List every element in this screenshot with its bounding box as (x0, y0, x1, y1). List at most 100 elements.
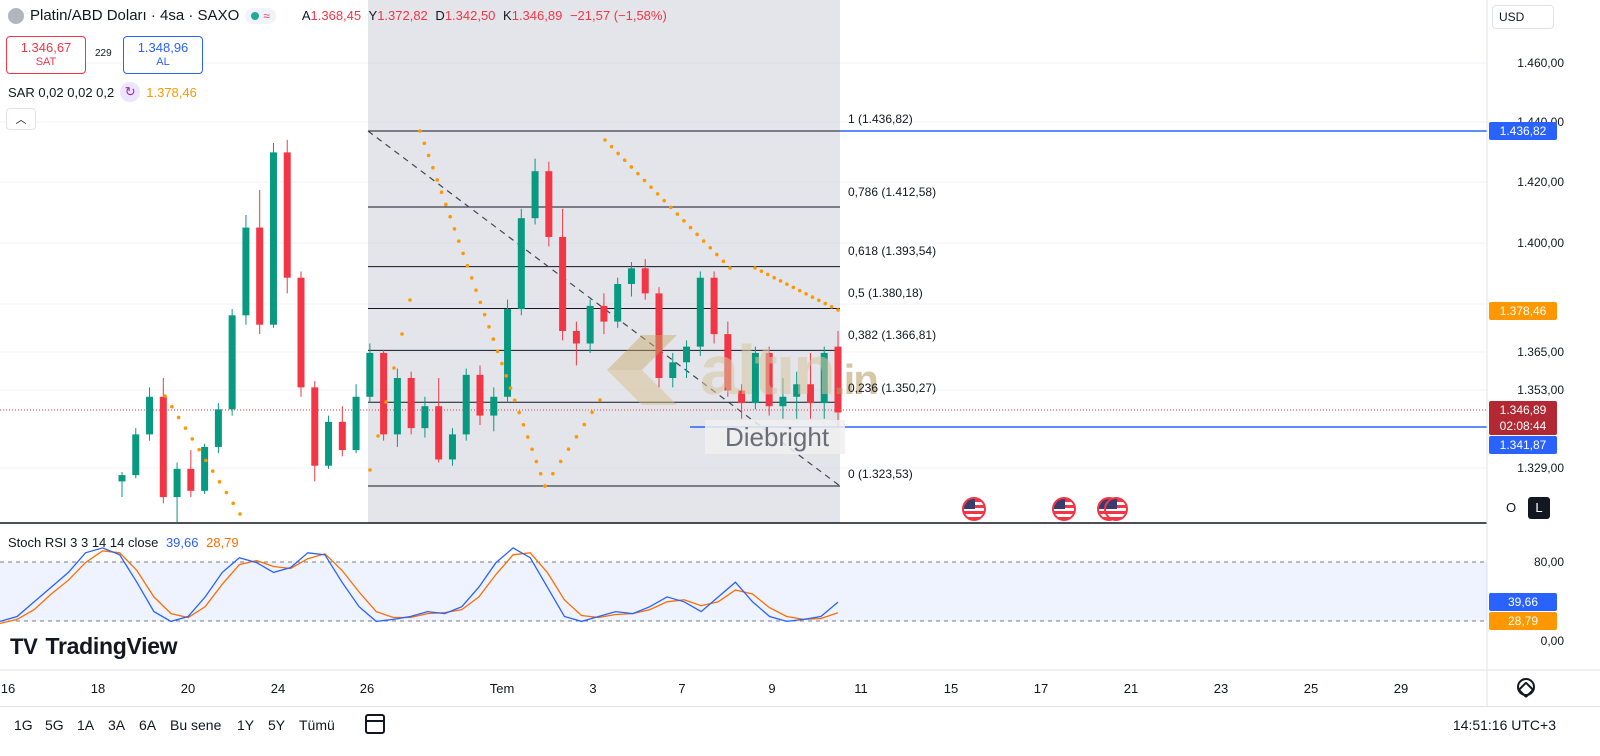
sar-dot (817, 298, 821, 303)
sar-dot (210, 469, 215, 473)
market-status-pill[interactable]: ≈ (245, 7, 276, 24)
candle-body (517, 218, 525, 310)
us-event-flag-icon[interactable] (962, 497, 986, 521)
sar-dot (224, 490, 229, 495)
sar-dot (495, 349, 500, 354)
sar-dot (675, 212, 680, 216)
log-scale-toggle[interactable]: O (1505, 500, 1517, 515)
us-event-flag-icon[interactable] (1104, 497, 1128, 521)
fib-level-label: 0 (1.323,53) (848, 467, 913, 481)
candle-body (407, 377, 415, 429)
fib-level-label: 0,236 (1.350,27) (848, 381, 937, 395)
candle-body (696, 277, 704, 347)
price-axis-label: 1.400,00 (1517, 236, 1564, 250)
sar-dot (823, 301, 828, 306)
sar-dot (439, 190, 444, 195)
sar-dot (231, 501, 235, 506)
candle-body (669, 362, 677, 378)
us-event-flag-icon[interactable] (1052, 497, 1076, 521)
sar-dot (217, 480, 222, 484)
symbol-header[interactable]: Platin/ABD Doları · 4sa · SAXO ≈ A1.368,… (8, 7, 671, 24)
sar-dot (551, 471, 555, 476)
sar-dot (668, 205, 673, 210)
candle-body (600, 305, 608, 322)
time-axis-label: 7 (678, 681, 686, 696)
sar-dot (500, 361, 504, 366)
stoch-rsi-label: Stoch RSI 3 3 14 14 close (8, 535, 159, 550)
candle-body (380, 352, 388, 435)
sar-dot (538, 471, 543, 476)
chevron-up-icon: ︿ (15, 114, 27, 126)
sar-label: SAR 0,02 0,02 0,2 (8, 84, 115, 100)
sar-dot (426, 153, 431, 158)
range-button-5y[interactable]: 5Y (268, 717, 286, 733)
candle-body (490, 396, 498, 416)
sar-dot (376, 434, 380, 438)
market-open-dot-icon (251, 11, 260, 20)
time-axis-label: 23 (1213, 681, 1229, 696)
range-button-1a[interactable]: 1A (77, 717, 95, 733)
sar-dot (525, 435, 530, 439)
range-button-ytd[interactable]: Bu sene (170, 717, 222, 733)
last-price-tag: 1.346,89 02:08:44 (1489, 401, 1557, 435)
candle-body (572, 330, 580, 344)
sar-dot (765, 272, 770, 277)
sar-dot (456, 239, 461, 243)
fibonacci-levels[interactable] (368, 130, 840, 487)
candle-body (545, 171, 553, 237)
time-axis-label: 3 (589, 681, 597, 696)
sar-dot (721, 259, 726, 264)
candles[interactable] (118, 139, 842, 522)
time-axis-label: 20 (180, 681, 196, 696)
tradingview-logo[interactable]: TV TradingView (10, 633, 178, 660)
sar-indicator-legend[interactable]: SAR 0,02 0,02 0,2 ↻ 1.378,46 (8, 82, 197, 102)
range-button-all[interactable]: Tümü (299, 717, 335, 733)
sar-dot (384, 400, 388, 404)
clock-timezone[interactable]: 14:51:16 UTC+3 (1452, 717, 1556, 733)
collapse-legend-button[interactable]: ︿ (6, 108, 36, 130)
sar-dot (534, 459, 539, 464)
sar-dot (662, 198, 667, 203)
sar-dot (469, 276, 474, 280)
sar-dot (791, 285, 796, 290)
sar-dot (753, 266, 757, 270)
sar-dot (649, 185, 653, 189)
sar-dot (829, 304, 834, 309)
candle-body (724, 334, 732, 391)
sar-dot (190, 437, 195, 441)
range-button-1g[interactable]: 1G (14, 717, 33, 733)
sar-dot (521, 422, 526, 427)
sar-dot (444, 202, 448, 207)
currency-button[interactable]: USD (1492, 5, 1554, 29)
range-button-6a[interactable]: 6A (139, 717, 157, 733)
price-axis-label: 1.420,00 (1517, 175, 1564, 189)
price-axis-label: 1.365,00 (1517, 345, 1564, 359)
symbol-title[interactable]: Platin/ABD Doları · 4sa · SAXO (30, 7, 240, 24)
candle-body (806, 384, 814, 404)
candle-body (765, 352, 773, 407)
sell-button[interactable]: 1.346,67 SAT (6, 36, 86, 74)
fib-top-price-tag[interactable]: 1.436,82 (1489, 122, 1557, 140)
range-button-3a[interactable]: 3A (108, 717, 126, 733)
sar-dot (482, 312, 487, 317)
sar-dot (566, 447, 571, 451)
stoch-rsi-legend[interactable]: Stoch RSI 3 3 14 14 close 39,66 28,79 (8, 535, 239, 550)
sar-dot (642, 178, 647, 183)
candle-body (338, 421, 346, 451)
fib-level-label: 0,382 (1.366,81) (848, 328, 937, 342)
range-button-5g[interactable]: 5G (45, 717, 64, 733)
sar-dot (368, 468, 372, 472)
hline-price-tag[interactable]: 1.341,87 (1489, 436, 1557, 454)
go-to-date-calendar-icon[interactable] (365, 714, 385, 734)
buy-button[interactable]: 1.348,96 AL (123, 36, 203, 74)
candle-body (159, 396, 167, 498)
stoch-d-value: 28,79 (206, 535, 239, 550)
sar-dot (508, 386, 513, 390)
sar-dot (715, 252, 719, 257)
candle-body (393, 377, 401, 435)
sar-dot (590, 410, 594, 415)
range-button-1y[interactable]: 1Y (237, 717, 255, 733)
sar-dot (422, 141, 427, 146)
lock-scale-toggle[interactable]: L (1528, 497, 1550, 519)
